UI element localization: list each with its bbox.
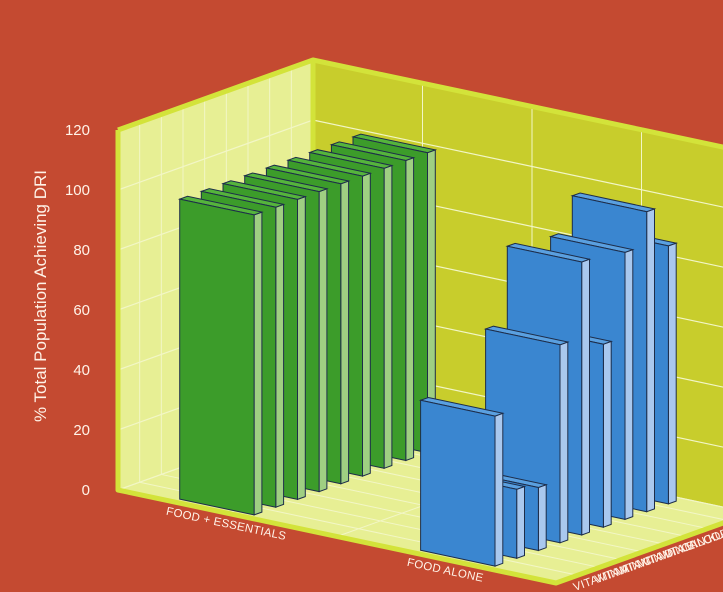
bar-calcium-food-essentials-side: [362, 172, 371, 477]
bar-copper-food-essentials-side: [383, 164, 393, 470]
bar-vitamin-k-food-alone-side: [581, 258, 590, 536]
bar-calcium-food-alone-side: [602, 340, 612, 528]
bar-vitamin-a-food-essentials-side: [253, 211, 263, 516]
y-tick-label: 0: [82, 482, 90, 499]
axis-frame: [117, 57, 723, 150]
bar-vitamin-d-food-essentials-side: [297, 195, 306, 501]
y-tick-label: 80: [73, 242, 90, 259]
bar-zinc-food-alone-side: [667, 242, 677, 505]
bar-selenium-food-essentials-side: [405, 156, 415, 462]
bar-vitamin-e-food-alone-side: [559, 341, 569, 544]
bar-vitamin-c-food-alone-side: [516, 485, 525, 560]
y-tick-label: 60: [73, 302, 90, 319]
axis-frame: [115, 130, 723, 586]
bar-vitamin-a-food-alone-side: [494, 412, 504, 567]
bar-vitamin-k-food-essentials-side: [340, 180, 350, 485]
y-axis-label: % Total Population Achieving DRI: [31, 170, 50, 422]
y-tick-label: 120: [65, 122, 90, 139]
y-tick-label: 100: [65, 182, 90, 199]
bar-vitamin-a-food-alone: [420, 399, 496, 567]
bar-selenium-food-alone-side: [646, 208, 655, 513]
bar-vitamin-c-food-essentials-side: [275, 203, 285, 508]
bar-vitamin-d-food-alone-side: [537, 483, 547, 552]
bar-vitamin-a-food-essentials: [179, 198, 255, 516]
bar-vitamin-e-food-essentials-side: [318, 188, 328, 493]
y-tick-label: 20: [73, 422, 90, 439]
y-tick-label: 40: [73, 362, 90, 379]
bar-copper-food-alone-side: [624, 248, 634, 521]
